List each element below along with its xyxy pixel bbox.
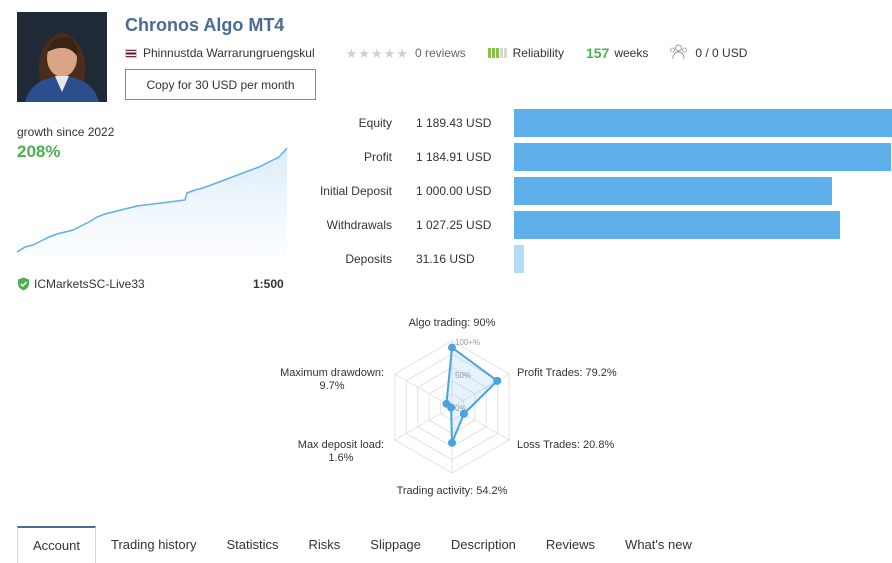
radar-axis-title: Profit Trades: 79.2% xyxy=(517,367,617,379)
star-icon: ★ xyxy=(370,45,383,61)
subscribers-value: 0 / 0 USD xyxy=(695,46,748,60)
radar-axis-title: Trading activity: 54.2% xyxy=(396,485,508,497)
leverage-value: 1:500 xyxy=(253,277,284,291)
growth-label: growth since 2022 xyxy=(17,125,115,139)
radar-spoke xyxy=(394,373,453,408)
tab-risks[interactable]: Risks xyxy=(308,537,341,552)
radar-data-point xyxy=(493,376,502,385)
radar-data-point xyxy=(448,343,456,352)
stat-row: Initial Deposit 1 000.00 USD xyxy=(300,177,892,205)
growth-line xyxy=(17,147,288,253)
signal-tabs: Account Trading history Statistics Risks Sli… xyxy=(17,526,892,563)
subscribers-icon xyxy=(669,44,688,63)
broker-server[interactable]: ICMarketsSC-Live33 xyxy=(17,277,145,291)
radar-axis-value: 1.6% xyxy=(328,452,354,464)
reliability-bars-icon xyxy=(487,48,507,58)
stat-label: Equity xyxy=(358,116,392,130)
broker-name[interactable]: ICMarketsSC-Live33 xyxy=(34,277,145,291)
radar-axis-label: Profit Trades: 79.2% xyxy=(517,367,617,380)
tab-account[interactable]: Account xyxy=(17,526,96,563)
stat-label: Withdrawals xyxy=(326,218,392,232)
stat-label: Profit xyxy=(363,150,392,164)
star-icon: ★ xyxy=(345,45,358,61)
author-avatar[interactable] xyxy=(17,12,107,102)
copy-subscribe-button[interactable]: Copy for 30 USD per month xyxy=(125,69,316,100)
growth-value: 208% xyxy=(17,142,61,161)
radar-spoke xyxy=(394,406,453,441)
thailand-flag-icon xyxy=(125,48,137,58)
stat-bar xyxy=(514,211,840,239)
tab-reviews[interactable]: Reviews xyxy=(545,537,596,552)
stat-value: 1 184.91 USD xyxy=(416,150,492,164)
radar-axis-label: Trading activity: 54.2% xyxy=(397,485,508,498)
stat-value: 31.16 USD xyxy=(416,252,475,266)
radar-grid-label: 100+% xyxy=(455,338,480,347)
growth-chart[interactable] xyxy=(17,145,289,257)
stat-row: Deposits 31.16 USD xyxy=(300,245,892,273)
author-name[interactable]: Phinnustda Warrarungruengskul xyxy=(143,46,315,60)
tab-statistics[interactable]: Statistics xyxy=(226,537,279,552)
tab-what-s-new[interactable]: What's new xyxy=(625,537,692,552)
stat-row: Equity 1 189.43 USD xyxy=(300,109,892,137)
star-icon: ★ xyxy=(358,45,370,61)
radar-data-point xyxy=(448,438,456,447)
radar-axis-title: Loss Trades: 20.8% xyxy=(517,439,615,451)
stat-row: Withdrawals 1 027.25 USD xyxy=(300,211,892,239)
radar-grid-label: 0% xyxy=(455,404,467,413)
stat-label: Initial Deposit xyxy=(319,184,392,198)
star-icon: ★ xyxy=(396,45,408,61)
radar-data-point xyxy=(459,409,468,418)
radar-axis-value: 9.7% xyxy=(319,380,345,392)
star-icon: ★ xyxy=(383,45,396,61)
radar-axis-title: Max deposit load: xyxy=(297,439,384,451)
rating-stars[interactable]: ★ ★ ★ ★ ★ xyxy=(346,47,409,60)
reviews-count[interactable]: 0 reviews xyxy=(414,46,466,60)
radar-axis-label: Maximum drawdown: 9.7% xyxy=(280,367,384,393)
stat-label: Deposits xyxy=(345,252,392,266)
radar-axis-title: Algo trading: 90% xyxy=(408,317,496,329)
radar-axis-label: Loss Trades: 20.8% xyxy=(517,439,614,452)
growth-area xyxy=(17,148,287,257)
signal-title[interactable]: Chronos Algo MT4 xyxy=(125,15,285,35)
reliability-label: Reliability xyxy=(512,46,564,60)
radar-svg: 100+% 50% 0% xyxy=(394,338,510,474)
stat-bar xyxy=(514,245,524,273)
radar-chart: 100+% 50% 0% Algo trading: 90% Profit Trade… xyxy=(270,310,640,500)
stat-row: Profit 1 184.91 USD xyxy=(300,143,892,171)
stat-bar xyxy=(514,177,832,205)
radar-data-point xyxy=(442,399,451,408)
weeks-label: weeks xyxy=(614,46,649,60)
tab-slippage[interactable]: Slippage xyxy=(370,537,421,552)
stat-value: 1 189.43 USD xyxy=(416,116,492,130)
weeks-value: 157 xyxy=(585,45,610,61)
radar-axis-label: Algo trading: 90% xyxy=(409,317,496,330)
tab-description[interactable]: Description xyxy=(450,537,516,552)
radar-axis-title: Maximum drawdown: xyxy=(280,367,384,379)
tab-trading-history[interactable]: Trading history xyxy=(110,537,197,552)
stat-value: 1 000.00 USD xyxy=(416,184,492,198)
signal-meta: Phinnustda Warrarungruengskul ★ ★ ★ ★ ★ … xyxy=(125,44,747,62)
radar-grid-label: 50% xyxy=(455,371,471,380)
stat-bar xyxy=(514,109,892,137)
stat-bar xyxy=(514,143,891,171)
stat-value: 1 027.25 USD xyxy=(416,218,492,232)
radar-axis-label: Max deposit load: 1.6% xyxy=(298,439,384,465)
verified-shield-icon xyxy=(18,277,29,291)
